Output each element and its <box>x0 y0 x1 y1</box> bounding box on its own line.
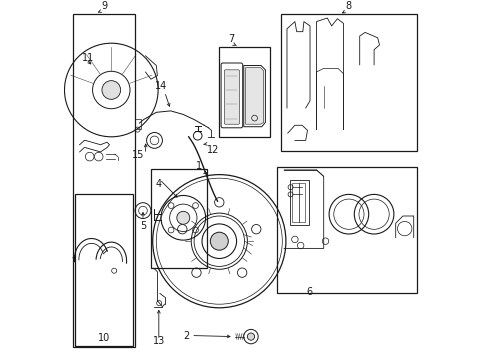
Text: 4: 4 <box>155 179 161 189</box>
Bar <box>280 14 416 151</box>
Text: 8: 8 <box>345 1 351 11</box>
Polygon shape <box>245 68 263 124</box>
Circle shape <box>210 232 228 250</box>
Bar <box>151 169 206 268</box>
Bar <box>75 194 133 346</box>
Text: 2: 2 <box>183 330 189 341</box>
Bar <box>291 183 305 222</box>
Bar <box>73 14 134 347</box>
Bar <box>134 119 141 129</box>
Circle shape <box>247 333 254 340</box>
Bar <box>276 167 416 293</box>
Text: 11: 11 <box>81 53 94 63</box>
Text: 14: 14 <box>155 81 167 91</box>
FancyBboxPatch shape <box>224 70 239 124</box>
Text: 6: 6 <box>305 287 312 297</box>
Text: 10: 10 <box>98 333 110 343</box>
Circle shape <box>177 211 189 224</box>
Text: 1: 1 <box>196 161 202 171</box>
Text: 7: 7 <box>227 34 234 44</box>
Text: 9: 9 <box>101 1 107 11</box>
Text: 12: 12 <box>207 145 219 155</box>
Text: 13: 13 <box>152 336 164 346</box>
Text: 15: 15 <box>132 150 144 160</box>
Bar <box>219 47 269 137</box>
Text: 5: 5 <box>140 221 146 231</box>
Bar <box>289 180 309 225</box>
Circle shape <box>102 81 121 99</box>
